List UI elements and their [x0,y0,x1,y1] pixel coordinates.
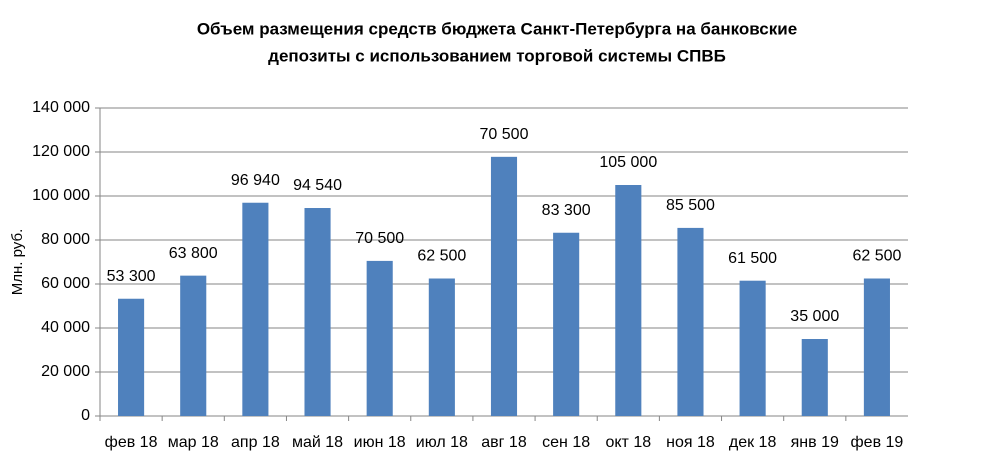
data-label: 105 000 [599,154,657,171]
y-tick-label: 60 000 [41,275,90,292]
data-label: 85 500 [666,197,715,214]
bar [490,156,518,416]
x-tick-label: ноя 18 [666,434,715,451]
bar [180,275,207,416]
data-label: 83 300 [542,202,591,219]
x-tick-label: фев 19 [851,434,904,451]
y-tick-label: 0 [81,407,90,424]
x-tick-label: фев 18 [105,434,158,451]
bar [118,298,145,416]
data-label: 94 540 [293,177,342,194]
x-tick-label: янв 19 [791,434,839,451]
x-tick-label: дек 18 [729,434,777,451]
bar [242,202,269,416]
data-label: 35 000 [790,308,839,325]
bar [304,208,331,416]
bar [553,232,580,416]
data-label: 53 300 [107,268,156,285]
x-tick-label: мар 18 [168,434,219,451]
chart-title: депозиты с использованием торговой систе… [268,46,726,65]
chart-title: Объем размещения средств бюджета Санкт-П… [197,19,797,38]
x-tick-label: авг 18 [481,434,527,451]
bar [366,260,393,416]
bar [677,227,704,416]
data-label: 70 500 [355,230,404,247]
y-tick-label: 100 000 [32,187,90,204]
x-tick-label: апр 18 [231,434,280,451]
y-tick-label: 20 000 [41,363,90,380]
data-label: 62 500 [852,248,901,265]
bar [739,280,766,416]
data-label: 63 800 [169,245,218,262]
data-label: 70 500 [480,126,529,143]
y-tick-label: 80 000 [41,231,90,248]
x-tick-label: окт 18 [605,434,651,451]
data-label: 62 500 [417,248,466,265]
bar [428,278,455,416]
x-tick-label: май 18 [292,434,343,451]
data-label: 61 500 [728,250,777,267]
data-label: 96 940 [231,172,280,189]
y-axis-label: Млн. руб. [9,229,26,295]
bar [615,185,642,416]
bar [801,339,828,416]
y-tick-label: 120 000 [32,143,90,160]
bar [863,278,890,416]
x-tick-label: июн 18 [354,434,406,451]
y-tick-label: 140 000 [32,99,90,116]
x-tick-label: сен 18 [542,434,590,451]
x-tick-label: июл 18 [416,434,468,451]
y-tick-label: 40 000 [41,319,90,336]
